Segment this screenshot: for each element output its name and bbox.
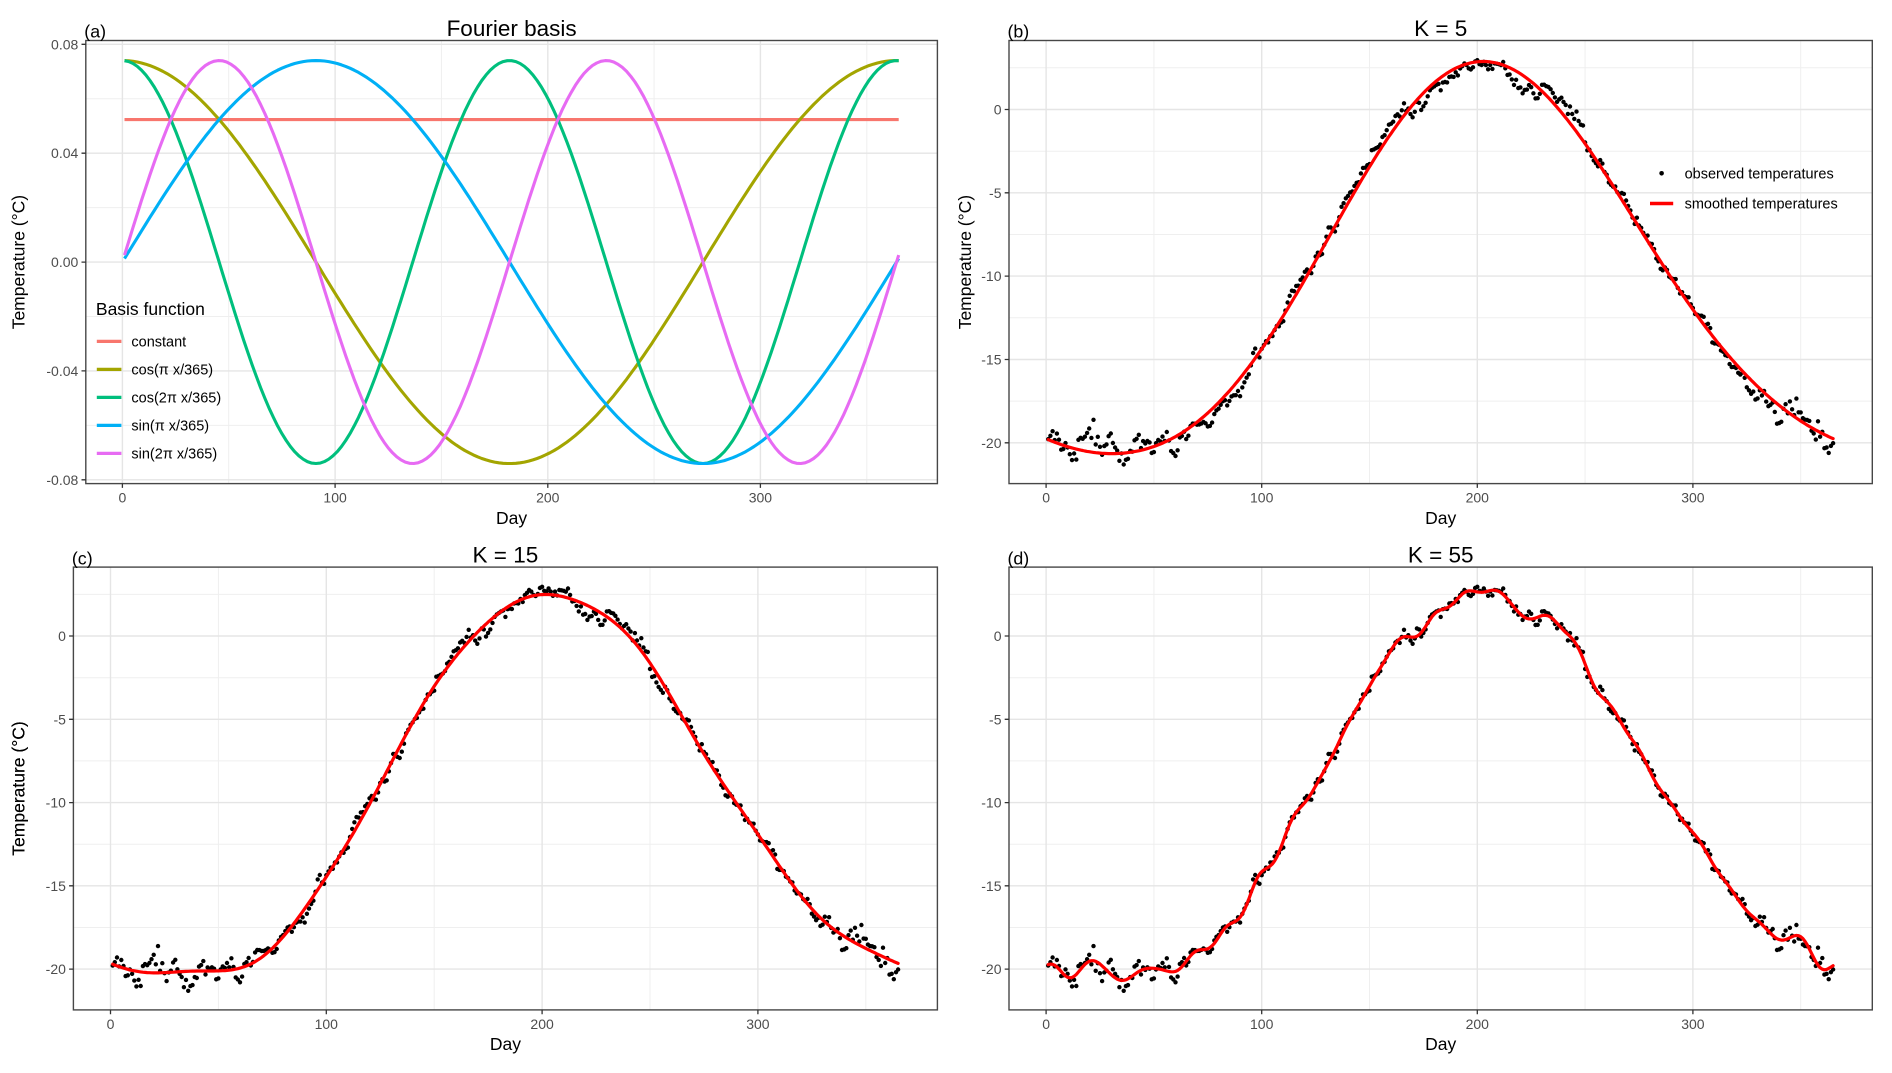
svg-text:0: 0 (119, 490, 127, 506)
svg-text:100: 100 (1250, 490, 1274, 506)
svg-text:-5: -5 (53, 711, 66, 727)
svg-text:sin(π x/365): sin(π x/365) (131, 419, 209, 435)
svg-text:200: 200 (530, 1016, 554, 1032)
svg-text:Basis function: Basis function (96, 299, 205, 319)
svg-text:200: 200 (1466, 1016, 1490, 1032)
svg-text:cos(π x/365): cos(π x/365) (131, 363, 213, 379)
svg-text:(b): (b) (1008, 22, 1030, 42)
svg-text:-10: -10 (981, 268, 1001, 284)
svg-text:0: 0 (107, 1016, 115, 1032)
svg-text:sin(2π x/365): sin(2π x/365) (131, 447, 217, 463)
svg-text:-10: -10 (981, 795, 1001, 811)
svg-text:0: 0 (58, 628, 66, 644)
svg-text:100: 100 (1250, 1016, 1274, 1032)
svg-text:0.00: 0.00 (51, 254, 78, 270)
svg-text:0: 0 (1042, 1016, 1050, 1032)
svg-text:100: 100 (315, 1016, 339, 1032)
svg-text:smoothed temperatures: smoothed temperatures (1685, 197, 1838, 213)
svg-text:0: 0 (994, 102, 1002, 118)
svg-text:(d): (d) (1008, 548, 1030, 568)
svg-text:200: 200 (536, 490, 560, 506)
svg-text:300: 300 (746, 1016, 770, 1032)
svg-text:Fourier basis: Fourier basis (447, 16, 577, 41)
svg-text:Temperature (°C): Temperature (°C) (9, 721, 29, 855)
svg-text:-5: -5 (989, 185, 1002, 201)
svg-text:-20: -20 (46, 961, 66, 977)
svg-text:Day: Day (496, 508, 527, 528)
svg-text:observed temperatures: observed temperatures (1685, 166, 1834, 182)
svg-text:300: 300 (1681, 1016, 1705, 1032)
svg-text:Temperature (°C): Temperature (°C) (9, 195, 29, 329)
svg-text:300: 300 (1681, 490, 1705, 506)
svg-text:(a): (a) (84, 22, 106, 42)
svg-text:-5: -5 (989, 711, 1002, 727)
svg-text:Temperature (°C): Temperature (°C) (9, 721, 29, 855)
svg-text:-15: -15 (981, 878, 1001, 894)
svg-text:-15: -15 (46, 878, 66, 894)
svg-text:0: 0 (1042, 490, 1050, 506)
svg-text:300: 300 (749, 490, 773, 506)
svg-text:Day: Day (1425, 1034, 1456, 1054)
svg-text:K = 5: K = 5 (1414, 16, 1467, 41)
svg-text:-10: -10 (46, 795, 66, 811)
svg-text:-20: -20 (981, 435, 1001, 451)
svg-text:-0.04: -0.04 (46, 363, 78, 379)
svg-text:-20: -20 (981, 961, 1001, 977)
svg-text:100: 100 (323, 490, 347, 506)
svg-text:0.08: 0.08 (51, 36, 78, 52)
svg-text:200: 200 (1466, 490, 1490, 506)
svg-text:Day: Day (1425, 508, 1456, 528)
svg-text:K = 15: K = 15 (473, 543, 539, 568)
svg-text:K = 55: K = 55 (1408, 543, 1474, 568)
svg-text:Day: Day (490, 1034, 521, 1054)
svg-text:-0.08: -0.08 (46, 472, 78, 488)
svg-text:0: 0 (994, 628, 1002, 644)
svg-text:constant: constant (131, 335, 186, 351)
svg-text:(c): (c) (72, 548, 93, 568)
svg-text:cos(2π x/365): cos(2π x/365) (131, 391, 221, 407)
svg-text:-15: -15 (981, 352, 1001, 368)
svg-text:Temperature (°C): Temperature (°C) (955, 195, 975, 329)
svg-text:0.04: 0.04 (51, 145, 78, 161)
